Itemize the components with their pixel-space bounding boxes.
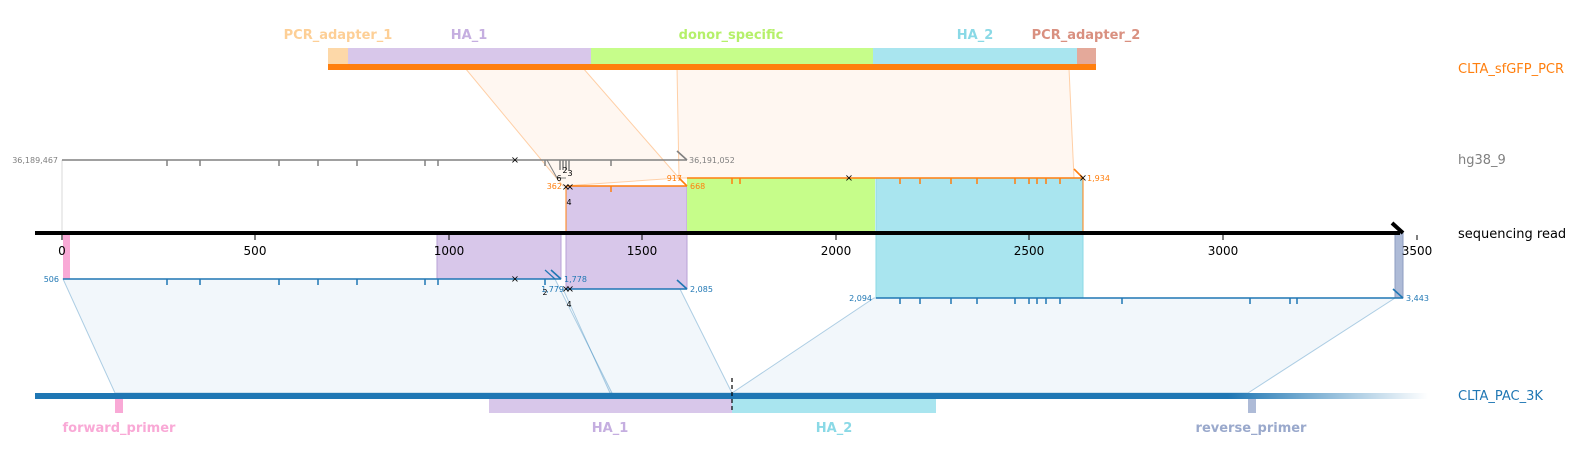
tgt-count-2: 2 — [542, 288, 547, 297]
read-axis: 0 500 1000 1500 2000 2500 3000 3500 — [35, 221, 1433, 258]
read-ha1-block — [565, 185, 688, 290]
ref-count-2: 2 — [562, 166, 567, 175]
axis-tick-3000: 3000 — [1208, 244, 1239, 258]
donor-b-end-coord: 1,934 — [1087, 174, 1110, 183]
tgt-b-start-coord: 1,779 — [541, 285, 564, 294]
axis-tick-marks — [61, 235, 1418, 240]
donor-hook-a — [678, 177, 688, 187]
pcr-adapter-2-bar — [1077, 48, 1096, 64]
tgt-mismatch-x-3: × — [566, 284, 574, 295]
read-forward-primer-block — [63, 233, 70, 279]
axis-tick-1000: 1000 — [434, 244, 465, 258]
ref-count-6: 6 — [556, 174, 561, 183]
ref-indel-ticks — [166, 160, 612, 170]
axis-tick-500: 500 — [244, 244, 267, 258]
ref-count-3: 3 — [567, 169, 572, 178]
tgt-indel-ticks — [166, 279, 1298, 304]
pcr-adapter-1-bar — [328, 48, 348, 64]
ha-2-bottom-label: HA_2 — [816, 421, 853, 436]
track-label-target: CLTA_PAC_3K — [1458, 389, 1543, 404]
axis-tick-1500: 1500 — [627, 244, 658, 258]
reverse-primer-label: reverse_primer — [1196, 421, 1308, 436]
ref-end-hook — [676, 150, 688, 161]
tgt-b-end-coord: 2,085 — [690, 285, 713, 294]
target-track-fade — [1228, 393, 1428, 399]
ref-mismatch-x: × — [511, 155, 519, 166]
target-alignment: × × × 506 1,778 1,779 2,085 2,094 3,443 … — [44, 269, 1429, 309]
donor-b-start-coord: 917 — [667, 174, 682, 183]
donor-mismatch-x-2: × — [566, 182, 574, 193]
read-reverse-primer-block — [1394, 232, 1404, 299]
read-ha1-block-lower — [436, 232, 562, 280]
track-label-pcr: CLTA_sfGFP_PCR — [1458, 62, 1564, 77]
tgt-c-start-coord: 2,094 — [849, 294, 872, 303]
ref-alignment: × 36,189,467 36,191,052 6 3 2 — [12, 150, 735, 233]
donor-a-start-coord: 362 — [547, 182, 562, 191]
ha-1-bottom-label: HA_1 — [592, 421, 629, 436]
donor-mismatch-x-3: × — [845, 173, 853, 184]
read-target-connector-a — [62, 278, 613, 394]
axis-tick-0: 0 — [58, 244, 66, 258]
axis-tick-2000: 2000 — [821, 244, 852, 258]
donor-mismatch-x-4: × — [1079, 173, 1087, 184]
read-arrow-head — [1390, 221, 1405, 235]
tgt-hook-b — [676, 279, 688, 290]
tgt-a-start-coord: 506 — [44, 275, 59, 284]
read-ha2-block — [875, 177, 1084, 299]
ha-2-top-label: HA_2 — [957, 28, 994, 43]
target-track — [35, 378, 1428, 413]
ha-1-top-bar — [348, 48, 591, 64]
pcr-feature-bars — [328, 48, 1096, 70]
pcr-adapter-2-label: PCR_adapter_2 — [1032, 28, 1141, 43]
reverse-primer-bar — [1248, 399, 1256, 413]
track-label-read: sequencing read — [1458, 227, 1566, 242]
tgt-hook-a — [550, 269, 562, 280]
target-track-solid — [35, 393, 1228, 399]
tgt-count-4: 4 — [566, 300, 571, 309]
donor-specific-bar — [591, 48, 873, 64]
ref-end-coord: 36,191,052 — [689, 156, 735, 165]
donor-indel-ticks — [610, 178, 1061, 192]
donor-alignment: × × × × 362 668 917 1,934 4 — [547, 168, 1110, 233]
ha-2-bottom-bar — [732, 399, 936, 413]
connector-shading — [62, 67, 1397, 394]
donor-hook-b — [1073, 168, 1084, 179]
ha-1-bottom-bar — [489, 399, 732, 413]
tgt-hook-c — [1392, 288, 1404, 299]
read-target-connector-c — [730, 297, 1397, 394]
ha-2-top-bar — [873, 48, 1077, 64]
donor-mismatch-x-1: × — [562, 182, 570, 193]
read-donor-block — [687, 178, 875, 233]
tgt-hook-a2 — [544, 269, 556, 280]
tgt-mismatch-x-2: × — [562, 284, 570, 295]
forward-primer-label: forward_primer — [63, 421, 177, 436]
read-feature-blocks — [63, 177, 1404, 299]
axis-tick-2500: 2500 — [1014, 244, 1045, 258]
pcr-track-bar — [328, 64, 1096, 70]
ref-start-coord: 36,189,467 — [12, 156, 58, 165]
tgt-mismatch-x-1: × — [511, 274, 519, 285]
forward-primer-bar — [115, 399, 123, 413]
tgt-a-end-coord: 1,778 — [564, 275, 587, 284]
donor-specific-label: donor_specific — [679, 28, 784, 43]
donor-a-end-coord: 668 — [690, 182, 705, 191]
tgt-c-end-coord: 3,443 — [1406, 294, 1429, 303]
track-label-ref: hg38_9 — [1458, 153, 1506, 168]
ref-jog — [546, 159, 566, 179]
axis-tick-3500: 3500 — [1402, 244, 1433, 258]
pcr-ref-connector-donor — [676, 67, 1075, 179]
pcr-adapter-1-label: PCR_adapter_1 — [284, 28, 393, 43]
ha-1-top-label: HA_1 — [451, 28, 488, 43]
donor-count-4: 4 — [566, 198, 571, 207]
